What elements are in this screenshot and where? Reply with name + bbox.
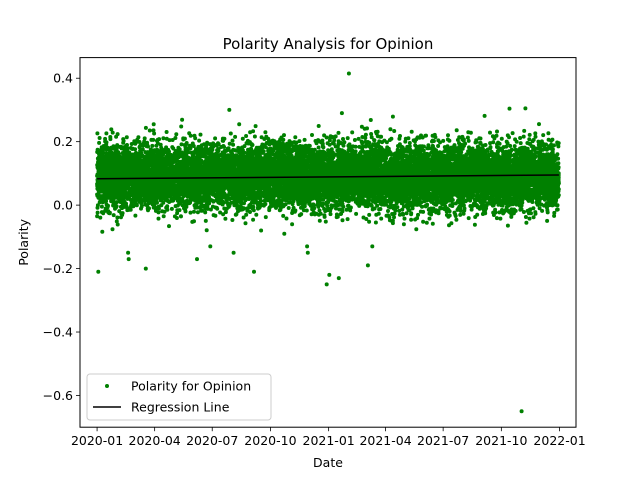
y-axis-label: Polarity: [16, 218, 31, 265]
x-tick-label: 2021-01: [303, 433, 355, 448]
x-axis-label: Date: [313, 455, 343, 470]
x-tick-label: 2021-07: [417, 433, 469, 448]
legend-label-regression: Regression Line: [131, 400, 230, 415]
y-tick-label: −0.6: [43, 388, 73, 403]
x-axis-ticks: 2020-01 2020-04 2020-07 2020-10 2021-01 2021-…: [71, 427, 586, 448]
scatter-point: [370, 244, 375, 249]
scatter-point: [305, 244, 310, 249]
legend: Polarity for Opinion Regression Line: [86, 373, 272, 421]
scatter-point: [208, 244, 213, 249]
scatter-point: [195, 257, 199, 262]
scatter-points: [95, 106, 561, 255]
x-tick-label: 2020-01: [71, 433, 123, 448]
x-tick-label: 2021-04: [359, 433, 411, 448]
legend-marker-points: [105, 384, 109, 388]
scatter-point: [126, 250, 131, 255]
scatter-cloud: [95, 106, 561, 255]
scatter-point: [126, 257, 131, 262]
scatter-point: [252, 269, 256, 274]
chart-title: Polarity Analysis for Opinion: [223, 35, 434, 53]
scatter-point: [336, 276, 341, 281]
legend-label-points: Polarity for Opinion: [131, 379, 251, 394]
y-tick-label: −0.2: [43, 261, 73, 276]
x-tick-label: 2020-04: [129, 433, 181, 448]
x-tick-label: 2020-10: [244, 433, 296, 448]
x-tick-label: 2021-10: [475, 433, 527, 448]
scatter-point: [365, 263, 370, 268]
scatter-point: [523, 106, 528, 111]
regression-line: [97, 174, 559, 180]
scatter-point: [346, 71, 351, 76]
scatter-point: [305, 250, 310, 255]
x-tick-label: 2020-07: [186, 433, 238, 448]
scatter-point: [282, 231, 287, 236]
scatter-point: [227, 107, 232, 112]
x-tick-label: 2022-01: [533, 433, 585, 448]
y-tick-label: −0.4: [43, 325, 73, 340]
scatter-point: [143, 266, 148, 271]
scatter-point: [519, 409, 524, 414]
scatter-point: [327, 272, 332, 277]
scatter-outliers: [96, 71, 528, 414]
y-tick-label: 0.2: [53, 134, 73, 149]
y-axis-ticks: −0.6 −0.4 −0.2 0.0 0.2 0.4: [43, 71, 80, 403]
scatter-point: [339, 111, 344, 116]
plot-frame: [79, 57, 577, 428]
scatter-point: [324, 282, 329, 287]
y-tick-label: 0.0: [53, 198, 73, 213]
scatter-point: [96, 269, 101, 274]
legend-box: [86, 373, 272, 421]
y-tick-label: 0.4: [53, 71, 73, 86]
